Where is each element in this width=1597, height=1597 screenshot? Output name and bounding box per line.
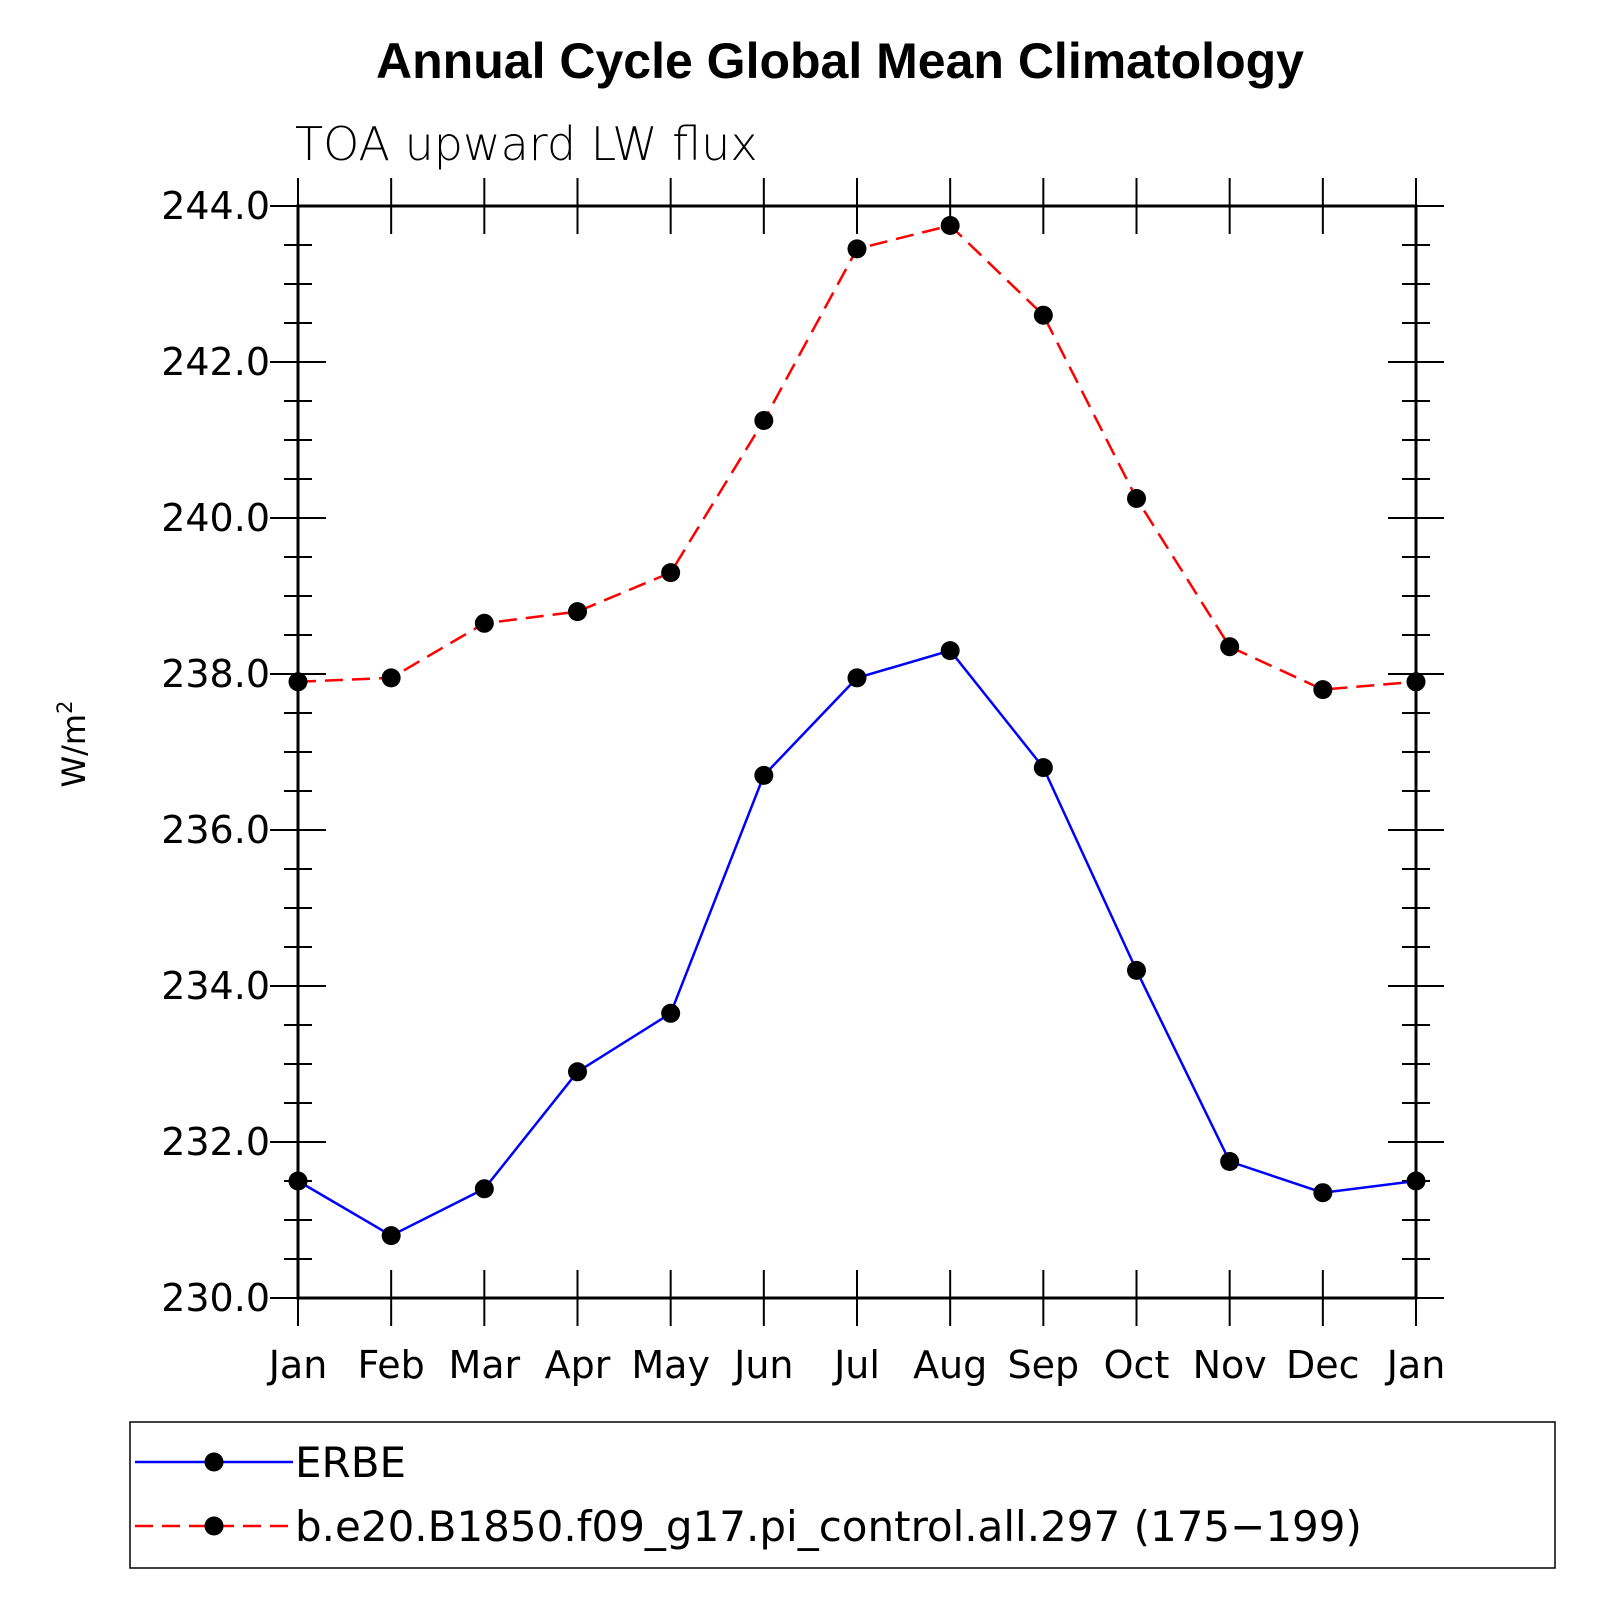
series-2-point <box>754 411 774 430</box>
x-tick-label: May <box>631 1343 710 1387</box>
y-axis-label-main: W/m <box>55 714 93 788</box>
x-tick-label: Jan <box>267 1343 328 1387</box>
chart-subtitle: TOA upward LW flux <box>295 117 758 171</box>
series-1-point <box>940 641 960 661</box>
series-2-point <box>474 613 494 633</box>
y-tick-label: 240.0 <box>161 496 270 540</box>
legend-label-2: b.e20.B1850.f09_g17.pi_control.all.297 (… <box>295 1502 1362 1551</box>
x-tick-label: Apr <box>545 1343 611 1387</box>
series-line-2 <box>297 224 1417 691</box>
x-tick-label: Dec <box>1286 1343 1360 1387</box>
series-2-point <box>1220 637 1240 657</box>
series-1-point <box>1127 960 1146 980</box>
x-tick-label: Nov <box>1193 1343 1267 1387</box>
series-1-point <box>1313 1183 1333 1203</box>
legend-box <box>129 1421 1556 1569</box>
series-layer <box>288 216 1426 1246</box>
y-tick-label: 234.0 <box>161 964 270 1008</box>
series-2-point <box>940 216 960 235</box>
plot-frame <box>296 204 1418 1300</box>
x-tick-label: Sep <box>1008 1343 1080 1387</box>
legend-items: ERBE b.e20.B1850.f09_g17.pi_control.all.2… <box>135 1438 1362 1551</box>
series-1-point <box>568 1062 587 1082</box>
x-tick-label: Mar <box>448 1343 520 1387</box>
y-tick-label: 232.0 <box>161 1120 270 1164</box>
x-tick-label: Feb <box>358 1343 425 1387</box>
y-axis-tick-labels: 230.0 232.0 234.0 236.0 238.0 240.0 242.0 244.0 <box>161 184 270 1320</box>
x-tick-label: Aug <box>913 1343 987 1387</box>
y-axis-label-superscript: 2 <box>53 701 77 714</box>
series-2-point <box>1033 305 1053 325</box>
series-2-point <box>1313 680 1333 700</box>
series-line-1 <box>297 649 1417 1238</box>
series-1-point <box>381 1226 401 1246</box>
y-tick-label: 244.0 <box>161 184 270 228</box>
series-1-point <box>754 765 774 785</box>
series-2-point <box>661 563 681 583</box>
series-1-point <box>1220 1152 1240 1171</box>
legend-marker-2 <box>204 1516 224 1536</box>
y-tick-label: 238.0 <box>161 652 270 696</box>
legend-label-1: ERBE <box>295 1438 406 1487</box>
chart-title: Annual Cycle Global Mean Climatology <box>376 33 1304 89</box>
series-2-point <box>1127 489 1146 508</box>
series-1-point <box>661 1003 681 1023</box>
legend: ERBE b.e20.B1850.f09_g17.pi_control.all.2… <box>129 1421 1556 1569</box>
series-1-point <box>1033 758 1053 778</box>
x-tick-label: Jul <box>832 1343 880 1387</box>
series-2-point <box>847 239 867 259</box>
series-2-point <box>568 602 587 622</box>
series-1-point <box>847 668 867 688</box>
series-2-point <box>381 668 401 688</box>
y-tick-label: 236.0 <box>161 808 270 852</box>
legend-marker-1 <box>204 1452 224 1472</box>
y-axis-label: W/m2 <box>53 701 93 788</box>
axis-ticks <box>270 178 1444 1326</box>
y-tick-label: 242.0 <box>161 340 270 384</box>
y-tick-label: 230.0 <box>161 1276 270 1320</box>
x-tick-label: Jun <box>732 1343 793 1387</box>
x-tick-label: Jan <box>1385 1343 1446 1387</box>
series-1-point <box>474 1179 494 1199</box>
x-tick-label: Oct <box>1104 1343 1170 1387</box>
x-axis-tick-labels: Jan Feb Mar Apr May Jun Jul Aug Sep Oct Nov Dec Jan <box>267 1343 1446 1387</box>
